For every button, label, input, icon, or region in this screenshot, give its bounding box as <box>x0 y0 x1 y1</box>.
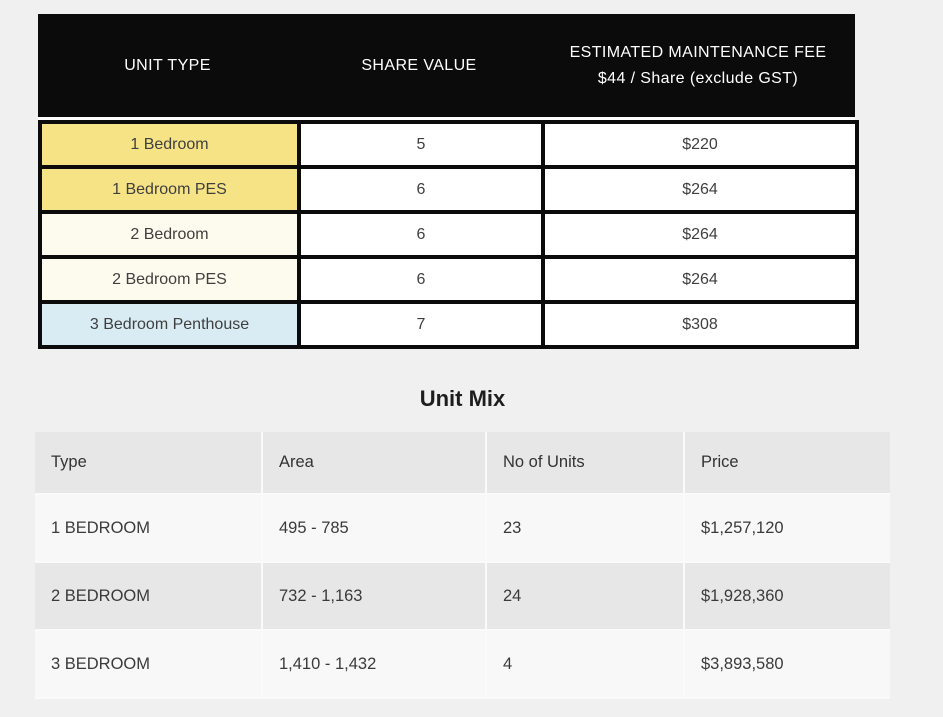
table-row: 3 BEDROOM 1,410 - 1,432 4 $3,893,580 <box>35 631 890 699</box>
share-value-cell: 7 <box>297 300 545 349</box>
fee-cell: $264 <box>541 165 859 214</box>
fee-cell: $220 <box>541 120 859 169</box>
header-fee-line1: ESTIMATED MAINTENANCE FEE <box>569 43 827 61</box>
table-row: 3 Bedroom Penthouse 7 $308 <box>38 300 859 349</box>
header-estimated-maintenance-fee: ESTIMATED MAINTENANCE FEE $44 / Share (e… <box>541 40 855 92</box>
price-cell: $1,257,120 <box>685 495 890 563</box>
unit-type-cell: 1 Bedroom PES <box>38 165 301 214</box>
maintenance-fee-table: UNIT TYPE SHARE VALUE ESTIMATED MAINTENA… <box>38 14 859 349</box>
header-share-value: SHARE VALUE <box>361 56 477 74</box>
column-header-no-of-units: No of Units <box>487 432 685 495</box>
column-header-area: Area <box>263 432 487 495</box>
unit-type-cell: 2 Bedroom PES <box>38 255 301 304</box>
unit-mix-header-row: Type Area No of Units Price <box>35 432 890 495</box>
area-cell: 1,410 - 1,432 <box>263 631 487 699</box>
area-cell: 732 - 1,163 <box>263 563 487 631</box>
table-row: 1 Bedroom 5 $220 <box>38 120 859 169</box>
header-unit-type: UNIT TYPE <box>124 56 211 74</box>
unit-type-cell: 1 Bedroom <box>38 120 301 169</box>
units-cell: 23 <box>487 495 685 563</box>
share-value-cell: 6 <box>297 210 545 259</box>
price-cell: $1,928,360 <box>685 563 890 631</box>
type-cell: 2 BEDROOM <box>35 563 263 631</box>
fee-cell: $264 <box>541 210 859 259</box>
share-value-cell: 5 <box>297 120 545 169</box>
maintenance-fee-table-body: 1 Bedroom 5 $220 1 Bedroom PES 6 $264 2 … <box>38 120 859 349</box>
table-row: 2 BEDROOM 732 - 1,163 24 $1,928,360 <box>35 563 890 631</box>
table-row: 2 Bedroom 6 $264 <box>38 210 859 259</box>
share-value-cell: 6 <box>297 255 545 304</box>
unit-type-cell: 2 Bedroom <box>38 210 301 259</box>
table-row: 1 BEDROOM 495 - 785 23 $1,257,120 <box>35 495 890 563</box>
column-header-price: Price <box>685 432 890 495</box>
column-header-type: Type <box>35 432 263 495</box>
share-value-cell: 6 <box>297 165 545 214</box>
unit-type-cell: 3 Bedroom Penthouse <box>38 300 301 349</box>
fee-cell: $308 <box>541 300 859 349</box>
type-cell: 1 BEDROOM <box>35 495 263 563</box>
price-cell: $3,893,580 <box>685 631 890 699</box>
table-row: 2 Bedroom PES 6 $264 <box>38 255 859 304</box>
units-cell: 4 <box>487 631 685 699</box>
units-cell: 24 <box>487 563 685 631</box>
table-row: 1 Bedroom PES 6 $264 <box>38 165 859 214</box>
area-cell: 495 - 785 <box>263 495 487 563</box>
unit-mix-title: Unit Mix <box>419 386 506 411</box>
maintenance-fee-table-header: UNIT TYPE SHARE VALUE ESTIMATED MAINTENA… <box>38 14 855 117</box>
unit-mix-table: Type Area No of Units Price 1 BEDROOM 49… <box>35 432 890 699</box>
header-body-divider <box>38 117 855 120</box>
fee-cell: $264 <box>541 255 859 304</box>
type-cell: 3 BEDROOM <box>35 631 263 699</box>
header-fee-line2: $44 / Share (exclude GST) <box>597 69 799 87</box>
